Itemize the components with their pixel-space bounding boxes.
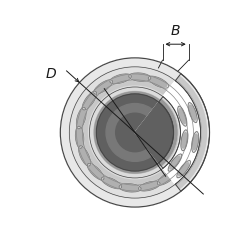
Ellipse shape <box>101 177 122 189</box>
Ellipse shape <box>78 146 91 166</box>
Ellipse shape <box>170 156 180 169</box>
Wedge shape <box>175 80 201 185</box>
Text: d: d <box>113 86 122 101</box>
Ellipse shape <box>96 81 110 93</box>
Circle shape <box>88 86 181 179</box>
Wedge shape <box>159 100 176 165</box>
Ellipse shape <box>138 181 160 191</box>
Ellipse shape <box>181 130 188 151</box>
Ellipse shape <box>168 154 182 171</box>
Circle shape <box>106 104 164 161</box>
Ellipse shape <box>178 106 187 126</box>
Text: B: B <box>171 24 180 38</box>
Circle shape <box>96 94 174 171</box>
Ellipse shape <box>150 77 166 87</box>
Ellipse shape <box>179 109 186 124</box>
Ellipse shape <box>121 184 139 191</box>
Ellipse shape <box>89 165 102 178</box>
Ellipse shape <box>75 126 84 148</box>
Ellipse shape <box>80 148 90 164</box>
Ellipse shape <box>77 110 85 127</box>
Ellipse shape <box>119 184 141 192</box>
Wedge shape <box>176 76 206 189</box>
Circle shape <box>60 58 210 207</box>
Wedge shape <box>179 74 210 191</box>
Circle shape <box>60 58 210 207</box>
Ellipse shape <box>192 134 198 150</box>
Ellipse shape <box>76 107 86 129</box>
Wedge shape <box>163 81 200 184</box>
Wedge shape <box>159 99 178 166</box>
Ellipse shape <box>159 172 174 184</box>
Ellipse shape <box>129 73 151 82</box>
Circle shape <box>94 92 176 174</box>
Ellipse shape <box>188 102 197 122</box>
Ellipse shape <box>112 75 129 83</box>
Ellipse shape <box>76 128 83 146</box>
Ellipse shape <box>148 76 169 88</box>
Ellipse shape <box>158 171 176 185</box>
Ellipse shape <box>87 163 104 180</box>
Ellipse shape <box>82 91 97 110</box>
Circle shape <box>78 76 192 189</box>
Ellipse shape <box>192 132 199 152</box>
Ellipse shape <box>84 93 95 108</box>
Circle shape <box>69 67 200 198</box>
Ellipse shape <box>182 132 187 148</box>
Circle shape <box>94 92 176 173</box>
Ellipse shape <box>141 182 158 190</box>
Ellipse shape <box>103 178 120 188</box>
Circle shape <box>116 113 154 152</box>
Ellipse shape <box>131 74 149 80</box>
Ellipse shape <box>94 80 112 94</box>
Text: D: D <box>46 67 57 81</box>
Wedge shape <box>135 102 173 163</box>
Ellipse shape <box>189 105 196 120</box>
Wedge shape <box>161 97 180 168</box>
Wedge shape <box>159 100 176 165</box>
Circle shape <box>90 87 180 178</box>
Ellipse shape <box>177 160 190 178</box>
Ellipse shape <box>179 163 189 175</box>
Ellipse shape <box>110 74 131 84</box>
Wedge shape <box>135 72 212 193</box>
